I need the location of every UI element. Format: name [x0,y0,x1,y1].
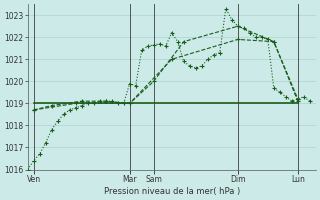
X-axis label: Pression niveau de la mer( hPa ): Pression niveau de la mer( hPa ) [104,187,240,196]
